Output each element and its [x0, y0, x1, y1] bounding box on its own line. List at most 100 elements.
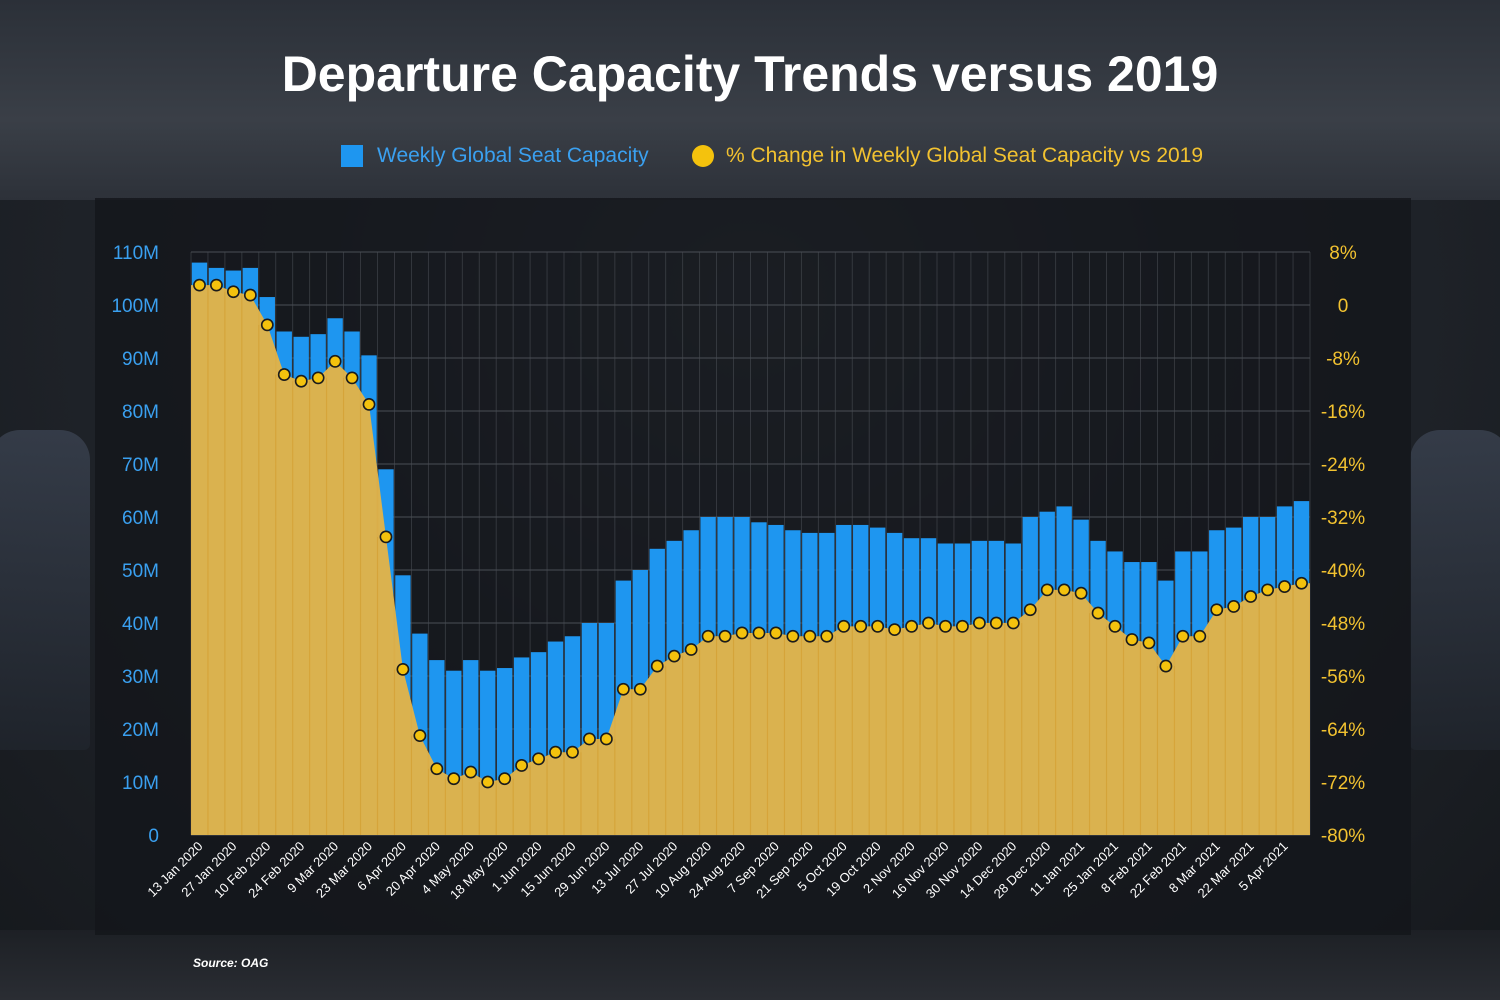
- right-axis-tick-label: 0: [1338, 296, 1349, 317]
- legend-label-change: % Change in Weekly Global Seat Capacity …: [726, 144, 1204, 167]
- change-point: [328, 354, 342, 368]
- left-axis-tick-label: 30M: [122, 667, 159, 688]
- right-axis-tick-label: -80%: [1321, 826, 1365, 847]
- change-point: [277, 368, 291, 381]
- left-axis-tick-label: 70M: [122, 455, 159, 476]
- source-note: Source: OAG: [193, 956, 269, 970]
- change-point: [735, 626, 749, 640]
- change-point: [752, 626, 766, 640]
- change-point: [396, 662, 410, 676]
- left-axis-tick-label: 90M: [122, 349, 159, 370]
- change-point: [871, 619, 885, 633]
- change-point: [566, 745, 579, 759]
- change-point: [1244, 590, 1258, 603]
- left-axis-tick-label: 110M: [113, 243, 159, 264]
- change-point: [1295, 576, 1308, 590]
- change-point: [667, 649, 681, 663]
- change-area: [191, 285, 1310, 835]
- change-point: [1261, 583, 1275, 597]
- change-point: [888, 623, 902, 637]
- change-point: [345, 371, 359, 385]
- left-axis-tick-label: 100M: [111, 296, 159, 317]
- change-point: [464, 765, 478, 779]
- change-point: [599, 732, 613, 746]
- chart-title: Departure Capacity Trends versus 2019: [281, 46, 1219, 102]
- left-axis-tick-label: 80M: [122, 402, 159, 423]
- chart-legend: Weekly Global Seat Capacity % Change in …: [0, 144, 1500, 174]
- change-point: [193, 278, 206, 292]
- change-point: [922, 616, 935, 630]
- change-point: [1006, 616, 1020, 630]
- change-point: [1142, 636, 1156, 650]
- change-point: [972, 616, 986, 630]
- change-point: [430, 762, 444, 776]
- change-point: [447, 772, 461, 786]
- change-point: [1091, 606, 1105, 620]
- change-point: [1074, 586, 1088, 600]
- right-axis-tick-label: -24%: [1321, 455, 1365, 476]
- change-point: [413, 729, 427, 743]
- change-point: [1227, 600, 1241, 613]
- right-axis-tick-label: -40%: [1321, 561, 1365, 582]
- change-point: [905, 619, 918, 633]
- legend-dot-swatch: [692, 145, 714, 167]
- change-point: [701, 629, 715, 643]
- left-axis-tick-label: 40M: [122, 614, 159, 635]
- change-point: [1193, 629, 1207, 643]
- change-point: [989, 616, 1003, 630]
- change-point: [549, 745, 562, 759]
- change-point: [820, 629, 834, 643]
- seat-left-background: [0, 430, 90, 750]
- right-axis-tick-label: -32%: [1321, 508, 1365, 529]
- change-point: [1125, 633, 1139, 646]
- change-point: [498, 772, 512, 786]
- left-axis-tick-label: 10M: [122, 773, 159, 794]
- change-point: [1108, 619, 1122, 633]
- change-point: [1159, 659, 1173, 673]
- seat-right-background: [1410, 430, 1500, 750]
- chart-panel: 0 10M 20M 30M 40M 50M 60M 70M 80M 90M 100M 110M -80%…: [95, 198, 1411, 935]
- change-point: [583, 732, 596, 746]
- right-axis-tick-label: -8%: [1326, 349, 1360, 370]
- change-point: [1176, 629, 1190, 643]
- change-point: [1278, 580, 1291, 593]
- change-point: [1057, 583, 1071, 597]
- change-point: [786, 629, 800, 643]
- right-axis-tick-label: -48%: [1321, 614, 1365, 635]
- change-point: [616, 682, 630, 696]
- legend-item-change: % Change in Weekly Global Seat Capacity …: [692, 144, 1203, 168]
- right-axis-tick-label: -16%: [1321, 402, 1365, 423]
- change-point: [650, 659, 664, 673]
- change-point: [956, 619, 969, 633]
- change-point: [769, 626, 783, 640]
- left-axis-tick-label: 20M: [122, 720, 159, 741]
- right-axis-tick-label: -56%: [1321, 667, 1365, 688]
- change-point: [311, 371, 325, 385]
- left-axis-tick-label: 60M: [122, 508, 159, 529]
- change-point: [243, 288, 257, 302]
- change-point: [633, 682, 647, 696]
- change-point: [803, 629, 817, 643]
- change-point: [718, 629, 732, 643]
- change-point: [532, 752, 545, 766]
- change-point: [837, 619, 851, 633]
- right-axis-tick-label: 8%: [1329, 243, 1357, 264]
- legend-item-capacity: Weekly Global Seat Capacity: [341, 144, 649, 168]
- change-point: [260, 318, 274, 332]
- change-point: [854, 619, 868, 633]
- cabin-ceiling-background: [0, 0, 1500, 200]
- change-point: [515, 759, 529, 772]
- change-point: [210, 278, 223, 292]
- change-point: [1210, 603, 1224, 617]
- chart-svg: 0 10M 20M 30M 40M 50M 60M 70M 80M 90M 100M 110M -80%…: [111, 243, 1365, 902]
- left-axis-tick-label: 0: [148, 826, 159, 847]
- change-point: [939, 619, 952, 633]
- change-point: [481, 775, 495, 789]
- right-axis-tick-label: -64%: [1321, 720, 1365, 741]
- change-point: [379, 530, 393, 544]
- change-point: [362, 397, 376, 411]
- change-point: [226, 285, 240, 299]
- change-point: [294, 374, 308, 388]
- right-axis-tick-label: -72%: [1321, 773, 1365, 794]
- legend-bar-swatch: [341, 145, 363, 167]
